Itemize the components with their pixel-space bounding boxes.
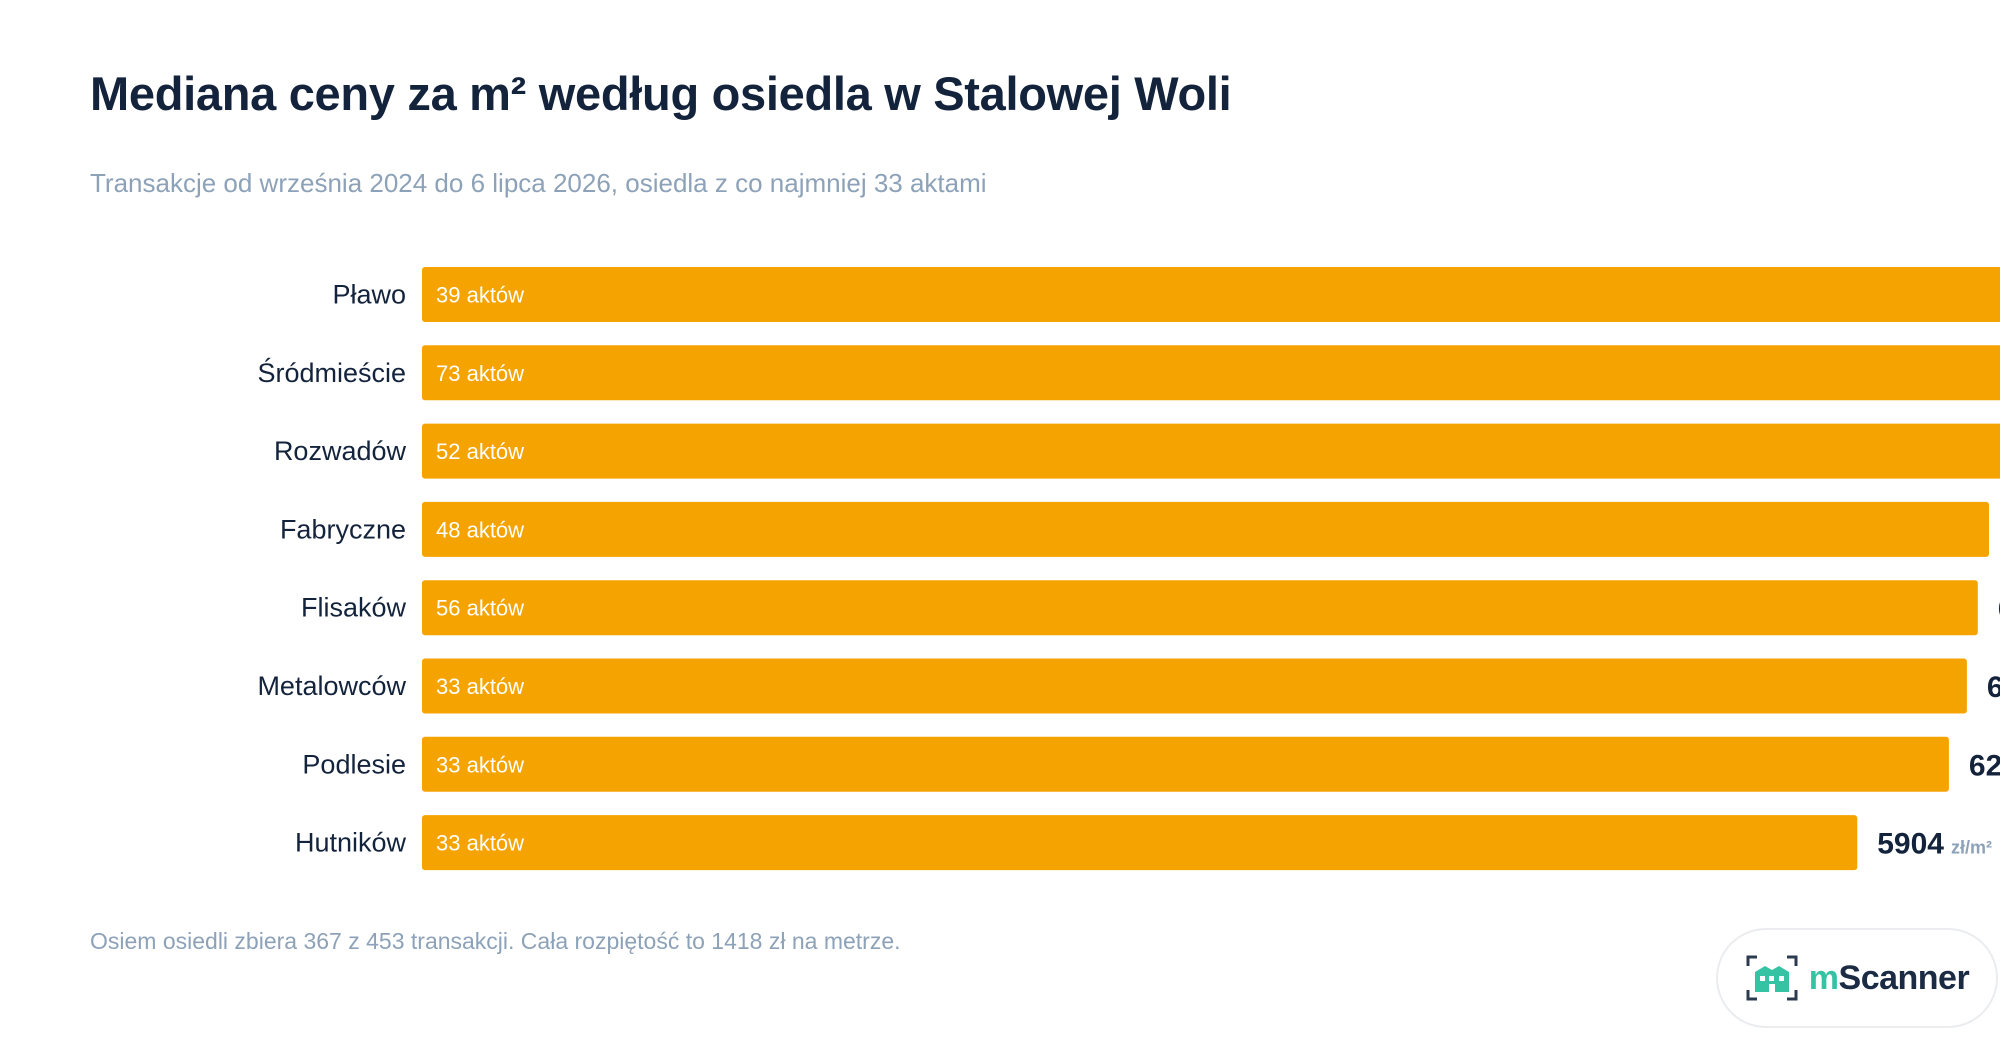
brand-suffix: Scanner: [1838, 958, 1970, 997]
bar: [422, 423, 2000, 479]
category-label: Fabryczne: [280, 514, 406, 544]
brand-logo: mScanner: [1716, 928, 1998, 1028]
bar-count-label: 56 aktów: [436, 596, 524, 621]
building-scan-icon: [1746, 955, 1798, 1001]
value-label: 6355: [1987, 671, 2000, 704]
category-label: Rozwadów: [274, 436, 407, 466]
value-label: 6400: [1998, 593, 2000, 626]
bar: [422, 501, 1990, 557]
bar: [422, 815, 1858, 871]
value-unit-label: zł/m²: [1951, 838, 1992, 858]
footnote: Osiem osiedli zbiera 367 z 453 transakcj…: [90, 928, 901, 954]
bar: [422, 345, 2000, 401]
category-label: Hutników: [295, 828, 407, 858]
bar-count-label: 33 aktów: [436, 752, 524, 777]
category-label: Metalowców: [257, 671, 406, 701]
value-label: 5904: [1877, 828, 1944, 861]
chart-subtitle: Transakcje od września 2024 do 6 lipca 2…: [90, 168, 987, 198]
bar: [422, 736, 1949, 792]
brand-name: mScanner: [1808, 958, 1970, 998]
bar-count-label: 33 aktów: [436, 831, 524, 856]
bar: [422, 267, 2000, 322]
bar-count-label: 52 aktów: [436, 439, 524, 464]
brand-prefix: m: [1808, 958, 1839, 997]
category-label: Pławo: [332, 280, 406, 310]
bar-count-label: 33 aktów: [436, 674, 524, 699]
bar: [422, 580, 1978, 636]
category-label: Flisaków: [301, 593, 407, 623]
category-label: Podlesie: [302, 749, 406, 779]
bar-count-label: 39 aktów: [436, 283, 524, 308]
category-label: Śródmieście: [257, 356, 406, 388]
chart-title: Mediana ceny za m² według osiedla w Stal…: [90, 67, 1232, 120]
value-label: 6281: [1969, 749, 2000, 782]
bar: [422, 658, 1967, 714]
bar-count-label: 73 aktów: [436, 361, 524, 386]
bar-count-label: 48 aktów: [436, 517, 524, 542]
